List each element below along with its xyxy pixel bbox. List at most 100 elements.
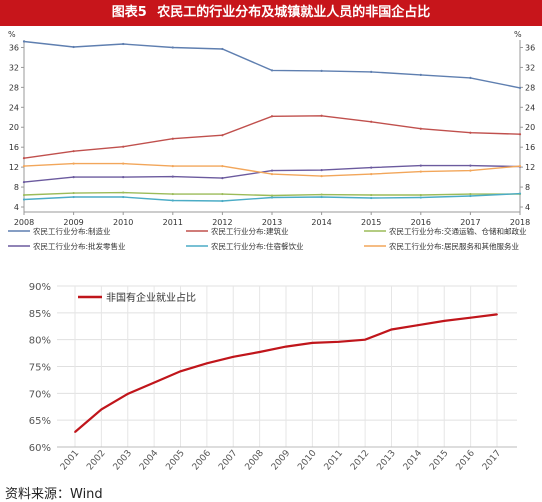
left-y-tick-label: 36 xyxy=(9,43,19,52)
x-tick-label: 2011 xyxy=(323,449,345,473)
x-tick-label: 2001 xyxy=(59,449,81,473)
series-1-point xyxy=(320,69,323,73)
series-line-1 xyxy=(23,40,521,89)
y-tick-label: 65% xyxy=(29,416,51,427)
series-1-point xyxy=(126,392,129,395)
source-note: 资料来源：Wind xyxy=(5,487,103,502)
series-2-point xyxy=(221,134,224,137)
series-1-point xyxy=(285,345,287,348)
series-3-point xyxy=(72,191,75,195)
series-6-point xyxy=(469,169,472,172)
right-y-tick-label: 20 xyxy=(525,123,535,132)
series-6-point xyxy=(419,170,422,173)
series-2-point xyxy=(22,157,26,160)
series-2-point xyxy=(518,133,522,136)
left-y-tick-label: 32 xyxy=(9,63,19,72)
series-5-point xyxy=(370,196,373,200)
series-6-point xyxy=(171,165,174,168)
series-5-point xyxy=(270,196,274,199)
series-5-point xyxy=(320,195,323,199)
series-2-point xyxy=(370,120,373,123)
series-5-point xyxy=(122,195,125,199)
x-tick-label: 2010 xyxy=(296,448,319,472)
series-6-point xyxy=(270,173,274,176)
series-3-point xyxy=(122,191,125,194)
figure-title: 农民工的行业分布及城镇就业人员的非国企占比 xyxy=(157,5,431,20)
series-6-point xyxy=(518,165,522,168)
series-3-point xyxy=(22,193,26,197)
legend-label-6: 农民工行业分布:居民服务和其他服务业 xyxy=(389,241,520,251)
x-tick-label: 2002 xyxy=(85,449,107,473)
series-5-point xyxy=(419,196,422,199)
series-6-point xyxy=(72,162,75,165)
left-y-tick-label: 16 xyxy=(9,143,19,152)
non-state-employment-chart: 60%65%70%75%80%85%90%2001 2002 2003 2004 200… xyxy=(29,282,517,473)
series-2-point xyxy=(122,145,125,148)
series-2-point xyxy=(419,127,422,130)
right-axis-unit: % xyxy=(514,30,522,39)
right-y-tick-label: 8 xyxy=(525,183,530,192)
series-1-point xyxy=(416,324,419,327)
x-tick-label: 2009 xyxy=(63,218,83,227)
left-axis-unit: % xyxy=(8,30,16,39)
series-1-point xyxy=(370,70,373,74)
series-4-point xyxy=(22,180,26,184)
figure-label: 图表5 xyxy=(111,5,147,20)
right-y-tick-label: 16 xyxy=(525,143,535,152)
left-y-tick-label: 12 xyxy=(9,163,19,172)
series-1-point xyxy=(390,328,393,331)
series-2-point xyxy=(171,137,174,140)
legend-label: 非国有企业就业占比 xyxy=(106,291,196,304)
series-1-point xyxy=(469,76,472,79)
series-1-point xyxy=(311,341,314,344)
series-1-point xyxy=(179,370,182,373)
series-4-point xyxy=(122,176,125,179)
series-1-point xyxy=(258,351,261,353)
y-tick-label: 60% xyxy=(29,443,51,454)
series-1-point xyxy=(518,86,522,89)
y-tick-label: 85% xyxy=(29,309,51,320)
series-4-point xyxy=(270,169,274,172)
right-y-tick-label: 28 xyxy=(525,83,535,92)
y-tick-label: 80% xyxy=(29,336,51,347)
series-1-point xyxy=(469,316,472,319)
series-1-point xyxy=(232,355,235,358)
series-1-point xyxy=(364,338,367,341)
series-4-point xyxy=(469,164,472,167)
x-tick-label: 2003 xyxy=(112,449,134,473)
series-3-point xyxy=(221,192,224,196)
series-6-point xyxy=(370,173,373,176)
x-tick-label: 2007 xyxy=(217,449,239,473)
series-1-point xyxy=(153,381,156,384)
series-5-point xyxy=(221,199,224,203)
series-4-point xyxy=(419,164,422,167)
x-tick-label: 2015 xyxy=(361,218,381,227)
series-3-point xyxy=(270,194,274,197)
series-3-point xyxy=(419,193,422,197)
x-tick-label: 2009 xyxy=(270,448,293,472)
series-4-point xyxy=(72,176,75,179)
x-tick-label: 2008 xyxy=(244,448,267,472)
y-tick-label: 90% xyxy=(29,282,51,293)
series-5-point xyxy=(171,199,174,202)
right-y-tick-label: 12 xyxy=(525,163,535,172)
x-tick-label: 2014 xyxy=(311,218,331,227)
series-1-point xyxy=(221,47,224,51)
series-1-point xyxy=(337,340,340,343)
series-2-point xyxy=(320,114,323,117)
x-tick-label: 2013 xyxy=(375,449,397,473)
series-6-point xyxy=(221,165,224,168)
series-3-point xyxy=(320,193,323,196)
series-3-point xyxy=(370,193,373,197)
series-1-point xyxy=(443,319,446,322)
y-tick-label: 70% xyxy=(29,389,51,400)
series-1-point xyxy=(100,408,103,411)
series-6-point xyxy=(122,162,125,165)
left-y-tick-label: 28 xyxy=(9,83,19,92)
series-1-point xyxy=(122,42,125,46)
series-1-point xyxy=(171,46,174,49)
right-y-tick-label: 36 xyxy=(525,43,535,52)
series-1-point xyxy=(22,40,26,43)
series-2-point xyxy=(469,131,472,134)
x-tick-label: 2016 xyxy=(411,218,431,227)
